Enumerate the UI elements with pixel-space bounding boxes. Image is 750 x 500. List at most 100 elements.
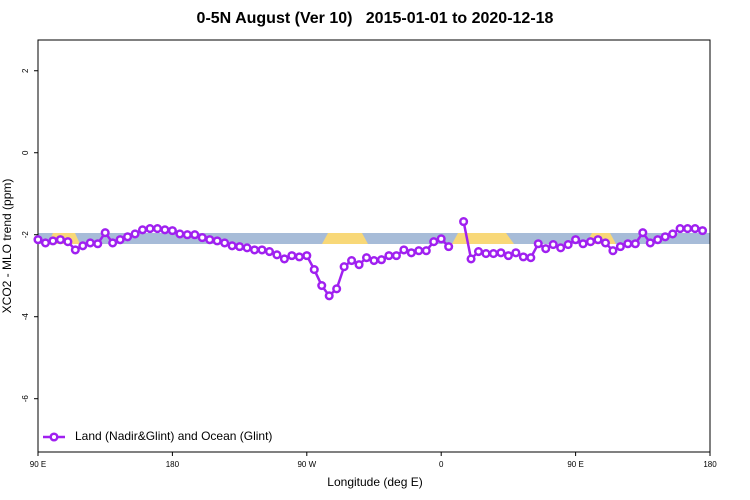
data-point [145, 224, 155, 234]
data-point [212, 236, 222, 246]
data-point [309, 265, 319, 275]
data-point [384, 251, 394, 261]
data-point [317, 281, 327, 291]
data-point [332, 284, 342, 294]
data-point [473, 246, 484, 257]
y-tick-label: 0 [21, 150, 30, 155]
data-point [623, 239, 633, 249]
data-point [414, 246, 424, 256]
data-point [130, 229, 140, 239]
data-point [503, 251, 513, 261]
data-point [63, 237, 73, 247]
data-point [496, 248, 506, 258]
data-point [167, 226, 177, 236]
data-point [264, 246, 275, 257]
data-point [160, 225, 170, 235]
x-tick-label: 90 W [297, 460, 316, 469]
data-point [48, 236, 58, 246]
data-point [123, 232, 133, 242]
x-tick-label: 90 E [567, 460, 583, 469]
data-point [324, 291, 334, 301]
data-point [421, 246, 431, 256]
data-point [33, 235, 43, 245]
data-point [182, 230, 192, 240]
data-point [190, 230, 200, 240]
data-point [108, 238, 118, 248]
data-point [369, 256, 379, 266]
data-point [668, 229, 678, 239]
data-point [429, 237, 439, 247]
data-point [115, 235, 125, 245]
data-point [279, 254, 289, 264]
ocean-band [38, 233, 710, 244]
data-point [175, 229, 185, 239]
data-point [548, 240, 558, 250]
legend-marker [49, 432, 59, 442]
y-tick-label: -2 [21, 231, 30, 239]
x-tick-label: 90 E [30, 460, 46, 469]
data-point [55, 235, 65, 245]
data-point [302, 251, 312, 261]
data-point [675, 224, 685, 234]
data-point [257, 245, 267, 255]
data-point [630, 239, 640, 249]
data-point [391, 251, 401, 261]
chart-title: 0-5N August (Ver 10) 2015-01-01 to 2020-… [197, 10, 554, 27]
data-point [85, 238, 95, 248]
data-point [444, 242, 454, 252]
data-point [459, 217, 469, 227]
data-point [563, 240, 573, 250]
data-point [294, 252, 304, 262]
data-point [242, 243, 252, 253]
data-point [615, 242, 625, 252]
land-band [322, 233, 368, 244]
legend-label: Land (Nadir&Glint) and Ocean (Glint) [75, 429, 272, 443]
data-point [645, 238, 655, 248]
data-point [235, 242, 245, 252]
data-point [227, 241, 237, 251]
data-point [600, 238, 611, 248]
data-point [100, 228, 110, 238]
data-point [533, 239, 543, 249]
data-point [578, 239, 588, 249]
data-point [70, 245, 80, 255]
data-point [287, 251, 297, 261]
data-point [347, 256, 357, 266]
x-axis-label: Longitude (deg E) [327, 475, 422, 489]
data-point [339, 262, 349, 272]
data-point [511, 248, 521, 258]
data-point [220, 238, 230, 248]
data-point [406, 248, 416, 258]
data-point [93, 239, 103, 249]
y-tick-label: 2 [21, 68, 30, 73]
data-point [608, 246, 618, 256]
data-point [40, 238, 51, 248]
data-point [376, 255, 387, 265]
data-point [556, 243, 566, 253]
data-point [399, 245, 409, 255]
data-point [78, 241, 88, 251]
data-point [571, 235, 581, 245]
plot-frame [37, 39, 711, 453]
data-point [697, 226, 708, 236]
data-point [690, 224, 700, 234]
data-point [653, 235, 663, 245]
data-point [272, 250, 282, 260]
data-point [436, 234, 446, 244]
x-tick-label: 0 [439, 460, 444, 469]
data-point [249, 245, 260, 255]
data-point [481, 249, 491, 259]
data-point [660, 232, 670, 242]
y-axis-label: XCO2 - MLO trend (ppm) [0, 179, 14, 314]
data-point [152, 224, 163, 234]
data-point [466, 254, 476, 264]
data-point [518, 252, 528, 262]
data-point [488, 249, 499, 259]
data-point [205, 235, 215, 245]
land-band [452, 233, 514, 244]
data-point [541, 244, 551, 254]
data-point [593, 235, 603, 245]
y-tick-label: -6 [21, 395, 30, 403]
data-point [526, 253, 536, 263]
